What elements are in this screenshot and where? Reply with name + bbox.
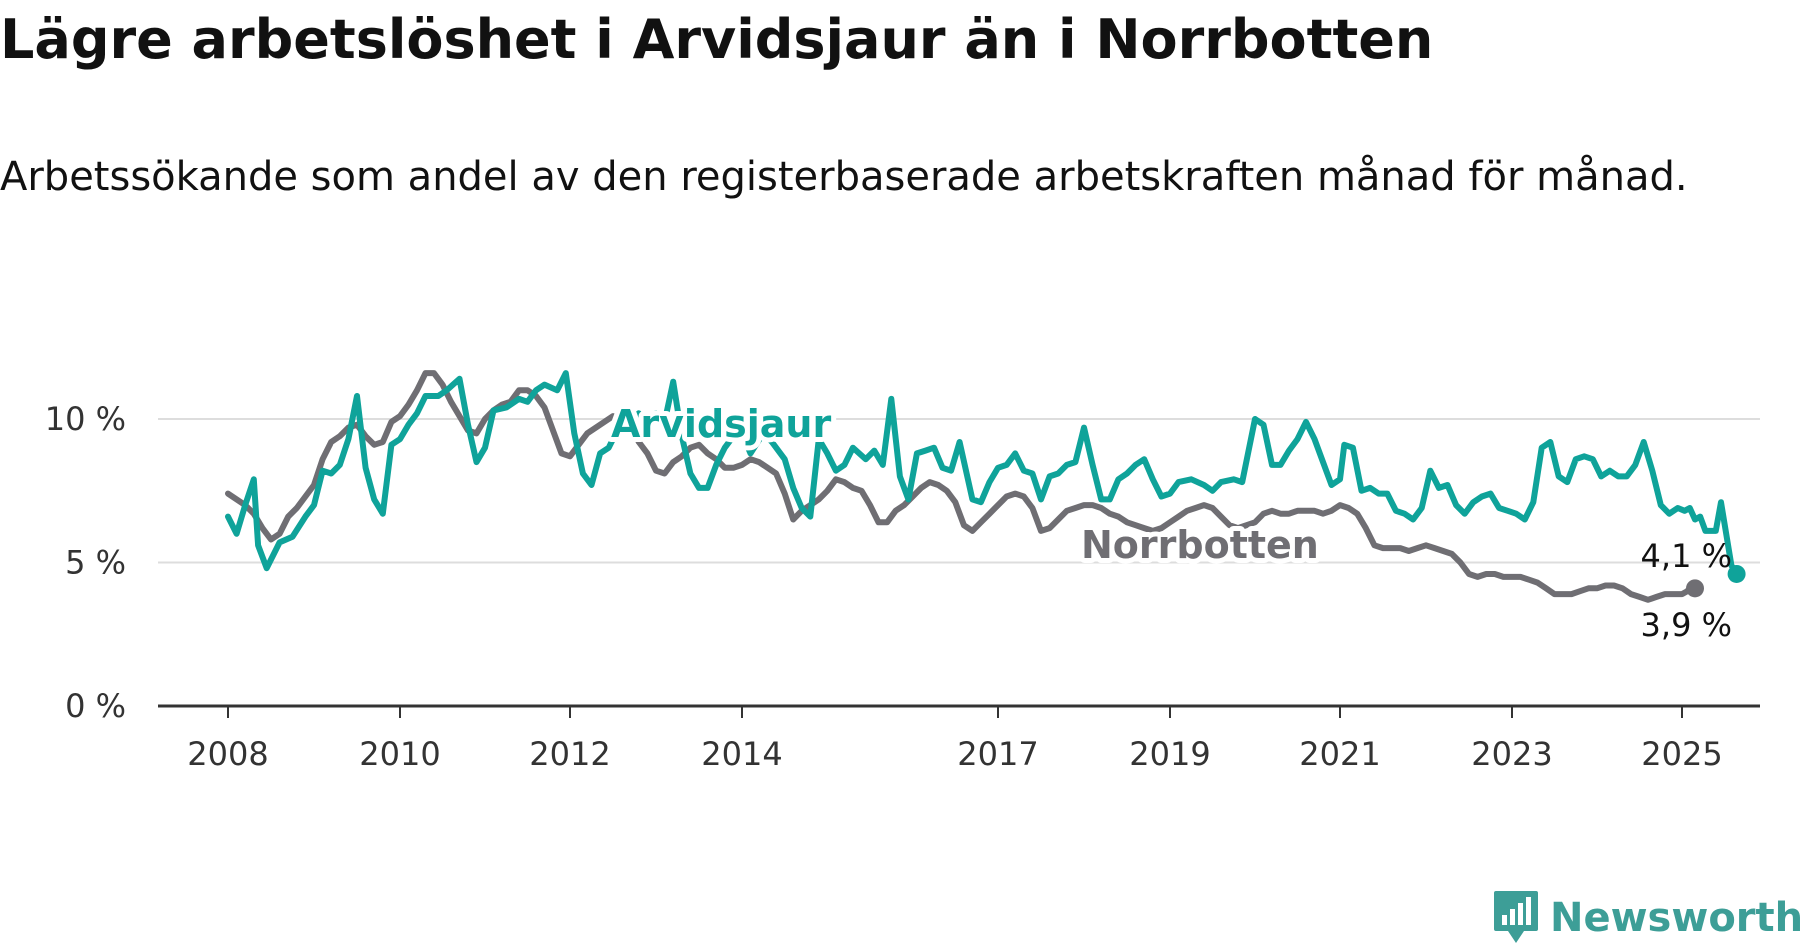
- x-tick-label: 2014: [701, 735, 782, 773]
- series-label-norrbotten: Norrbotten: [1081, 523, 1319, 567]
- series-line-arvidsjaur: [225, 370, 1740, 577]
- chart-title: Lägre arbetslöshet i Arvidsjaur än i Nor…: [0, 8, 1434, 71]
- x-tick-label: 2012: [529, 735, 610, 773]
- y-tick-label: 10 %: [45, 400, 126, 438]
- x-tick-label: 2017: [957, 735, 1038, 773]
- end-label-norrbotten: 4,1 %: [1641, 537, 1732, 575]
- labels: 0 % 5 % 10 % 2008 2010 2012 2014 2017 2019 2021 20…: [45, 397, 1732, 773]
- x-tick-label: 2008: [187, 735, 268, 773]
- series-label-arvidsjaur: Arvidsjaur: [611, 402, 831, 446]
- series-line-norrbotten: [225, 370, 1698, 603]
- y-tick-label: 5 %: [65, 544, 126, 582]
- end-label-arvidsjaur: 3,9 %: [1641, 606, 1732, 644]
- gridlines: [158, 418, 1760, 564]
- series-endpoint-arvidsjaur: [1727, 564, 1746, 583]
- x-tick-label: 2019: [1129, 735, 1210, 773]
- series-endpoint-norrbotten: [1686, 579, 1704, 598]
- series-label-norrbotten-halo: Norrbotten: [1081, 523, 1319, 567]
- bar-chart-icon: [1494, 891, 1538, 943]
- brand-name: Newsworthy: [1550, 895, 1800, 941]
- x-tick-label: 2025: [1641, 735, 1722, 773]
- series-label-arvidsjaur-halo: Arvidsjaur: [611, 402, 831, 446]
- series-lines: [225, 370, 1746, 603]
- y-tick-label: 0 %: [65, 687, 126, 725]
- newsworthy-logo: Newsworthy: [1492, 888, 1800, 948]
- x-tick-label: 2021: [1299, 735, 1380, 773]
- chart-subtitle: Arbetssökande som andel av den registerb…: [0, 154, 1688, 200]
- axes: [158, 704, 1760, 718]
- x-tick-label: 2010: [359, 735, 440, 773]
- x-tick-label: 2023: [1471, 735, 1552, 773]
